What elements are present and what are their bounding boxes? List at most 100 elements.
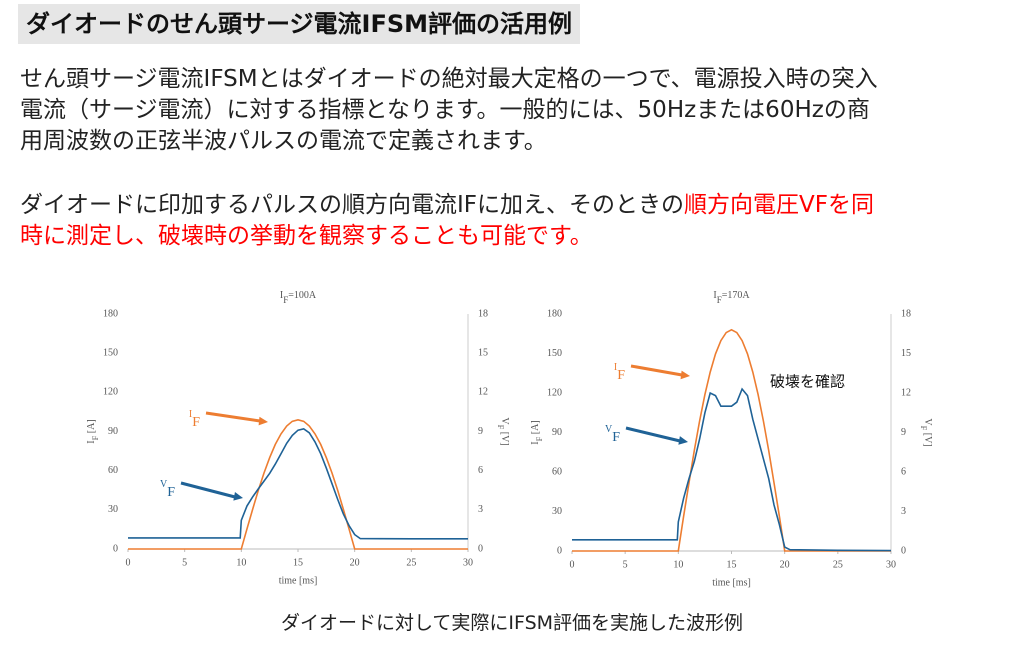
data-line: [572, 387, 892, 552]
y-tick-label: 60: [552, 466, 562, 477]
arrow-shaft: [625, 426, 681, 443]
arrow-shaft: [630, 364, 683, 377]
y-tick-label: 0: [113, 543, 118, 554]
y2-tick-label: 12: [901, 387, 911, 398]
y2-tick-label: 0: [478, 543, 483, 554]
y-tick-label: 90: [552, 427, 562, 438]
text-part: F: [91, 435, 100, 440]
text-part: =170A: [722, 290, 751, 301]
text-line: ダイオードに印加するパルスの順方向電流IFに加え、そのときの順方向電圧VFを同: [20, 190, 874, 221]
text-part: V: [160, 479, 168, 490]
text-span: 時に測定し、破壊時の挙動を観察することも可能です。: [20, 223, 593, 249]
x-tick-label: 5: [182, 557, 187, 568]
y-tick-label: 180: [103, 308, 118, 319]
text-part: F: [717, 295, 722, 305]
text-part: V: [499, 417, 510, 425]
y2-tick-label: 15: [901, 348, 911, 359]
y-tick-label: 120: [103, 387, 118, 398]
text-part: I: [530, 441, 541, 444]
y-tick-label: 90: [108, 426, 118, 437]
data-line: [128, 428, 468, 540]
text-part: F: [612, 430, 620, 445]
x-tick-label: 5: [623, 559, 628, 570]
x-tick-label: 15: [727, 559, 737, 570]
series-label: IF: [614, 362, 625, 382]
text-part: F: [919, 426, 928, 431]
text-part: [A]: [86, 419, 97, 435]
text-span: ダイオードに印加するパルスの順方向電流IFに加え、そのときの: [20, 192, 685, 218]
arrow-shaft: [180, 481, 236, 499]
text-part: F: [167, 485, 175, 500]
annotation: 破壊を確認: [770, 373, 845, 391]
text-span: 用周波数の正弦半波パルスの電流で定義されます。: [20, 128, 547, 154]
y2-axis-label: VF [V]: [496, 417, 510, 445]
x-tick-label: 15: [293, 557, 303, 568]
text-part: I: [280, 290, 283, 301]
text-part: I: [614, 362, 617, 373]
y2-tick-label: 18: [478, 308, 488, 319]
x-tick-label: 10: [236, 557, 246, 568]
data-line: [572, 328, 891, 552]
y2-axis-label: VF [V]: [919, 418, 933, 446]
text-part: F: [496, 425, 505, 430]
text-part: F: [535, 436, 544, 441]
x-axis-label: time [ms]: [712, 577, 751, 588]
x-tick-label: 25: [406, 557, 416, 568]
arrow-head: [258, 416, 268, 426]
y2-tick-label: 18: [901, 308, 911, 319]
series-label: IF: [189, 409, 200, 429]
y-axis-label: IF [A]: [86, 419, 100, 443]
y-tick-label: 60: [108, 465, 118, 476]
text-part: I: [713, 290, 716, 301]
arrow-head: [680, 370, 690, 380]
charts: 0 5 10 15 20 25 3003060901201501800369121518IF…: [86, 290, 933, 588]
y2-tick-label: 3: [478, 504, 483, 515]
text-part: [A]: [530, 420, 541, 436]
y2-tick-label: 9: [901, 427, 906, 438]
chart-title: IF=170A: [713, 290, 750, 305]
x-axis-label: time [ms]: [279, 575, 318, 586]
series-label: VF: [605, 424, 620, 444]
series-label: VF: [160, 479, 175, 499]
text-part: [V]: [922, 430, 933, 446]
y-tick-label: 30: [108, 504, 118, 515]
title: ダイオードのせん頭サージ電流IFSM評価の活用例: [18, 4, 581, 44]
arrow-head: [678, 436, 688, 445]
paragraph: ダイオードに印加するパルスの順方向電流IFに加え、そのときの順方向電圧VFを同時…: [20, 190, 874, 252]
caption: ダイオードに対して実際にIFSM評価を実施した波形例: [280, 612, 744, 634]
y2-tick-label: 3: [901, 506, 906, 517]
text-line: 時に測定し、破壊時の挙動を観察することも可能です。: [20, 221, 874, 252]
y2-tick-label: 9: [478, 426, 483, 437]
x-tick-label: 10: [673, 559, 683, 570]
arrow-shaft: [205, 411, 261, 423]
text-span: 電流（サージ電流）に対する指標となります。一般的には、50Hzまたは60Hzの商: [20, 97, 870, 123]
y2-tick-label: 15: [478, 347, 488, 358]
y2-tick-label: 12: [478, 387, 488, 398]
y2-tick-label: 6: [478, 465, 483, 476]
x-tick-label: 0: [570, 559, 575, 570]
text-part: V: [605, 424, 613, 435]
data-line: [128, 418, 468, 550]
x-tick-label: 30: [886, 559, 896, 570]
text-part: I: [189, 409, 192, 420]
text-line: 用周波数の正弦半波パルスの電流で定義されます。: [20, 126, 878, 157]
y-tick-label: 30: [552, 506, 562, 517]
paragraph: せん頭サージ電流IFSMとはダイオードの絶対最大定格の一つで、電源投入時の突入電…: [20, 64, 878, 157]
text-span: 順方向電圧VFを同: [684, 192, 874, 218]
text-part: V: [922, 418, 933, 426]
arrow-head: [233, 492, 243, 501]
text-part: I: [86, 440, 97, 443]
text-part: F: [617, 368, 625, 383]
y-tick-label: 0: [557, 545, 562, 556]
y-tick-label: 120: [547, 387, 562, 398]
y-tick-label: 180: [547, 308, 562, 319]
text-line: せん頭サージ電流IFSMとはダイオードの絶対最大定格の一つで、電源投入時の突入: [20, 64, 878, 95]
x-tick-label: 20: [350, 557, 360, 568]
text-part: [V]: [499, 429, 510, 445]
x-tick-label: 25: [833, 559, 843, 570]
x-tick-label: 30: [463, 557, 473, 568]
text-span: せん頭サージ電流IFSMとはダイオードの絶対最大定格の一つで、電源投入時の突入: [20, 66, 878, 92]
text-part: =100A: [288, 290, 317, 301]
y-tick-label: 150: [103, 347, 118, 358]
